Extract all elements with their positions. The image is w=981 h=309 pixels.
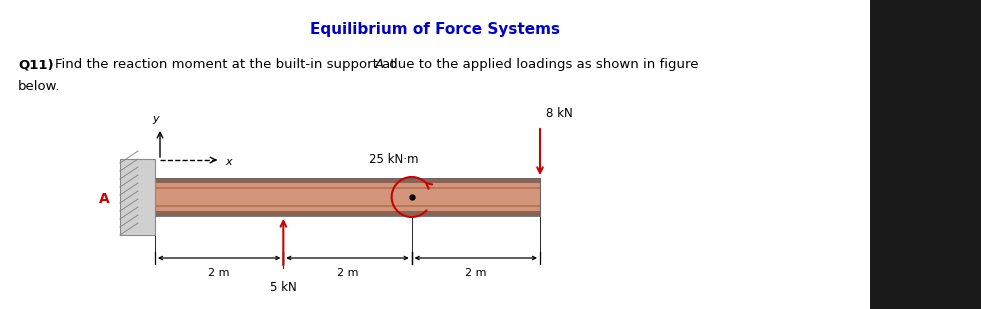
Text: below.: below.: [18, 80, 61, 93]
Text: 5 kN: 5 kN: [270, 281, 296, 294]
Text: x: x: [225, 157, 232, 167]
Bar: [155, 205, 540, 207]
Text: Equilibrium of Force Systems: Equilibrium of Force Systems: [310, 22, 560, 37]
Bar: [155, 187, 540, 189]
Text: 8 kN: 8 kN: [546, 107, 573, 120]
Text: Find the reaction moment at the built-in support at: Find the reaction moment at the built-in…: [55, 58, 399, 71]
Text: 2 m: 2 m: [336, 268, 358, 278]
Text: 2 m: 2 m: [465, 268, 487, 278]
Bar: [155, 178, 540, 183]
Bar: [155, 211, 540, 216]
Bar: [870, 0, 981, 309]
Bar: [120, 159, 155, 235]
Text: 2 m: 2 m: [208, 268, 230, 278]
Text: due to the applied loadings as shown in figure: due to the applied loadings as shown in …: [385, 58, 698, 71]
Bar: [155, 183, 540, 211]
Text: 25 kN·m: 25 kN·m: [369, 153, 419, 166]
Text: A: A: [99, 192, 110, 206]
Text: A: A: [375, 58, 385, 71]
Text: y: y: [153, 114, 159, 124]
Text: Q11): Q11): [18, 58, 54, 71]
